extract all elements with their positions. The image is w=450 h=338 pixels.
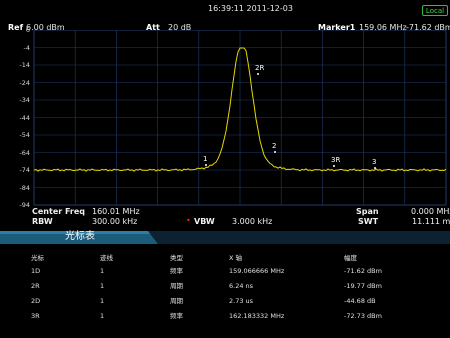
vbw-indicator-icon: • bbox=[186, 216, 191, 225]
table-cell: 3R bbox=[31, 312, 40, 320]
table-column-header: 幅度 bbox=[344, 254, 357, 262]
table-cell: 周期 bbox=[170, 297, 183, 305]
rbw-value[interactable]: 300.00 kHz bbox=[92, 217, 138, 226]
table-cell: -72.73 dBm bbox=[344, 312, 382, 320]
marker-label: Marker1 bbox=[318, 23, 356, 32]
center-freq-value[interactable]: 160.01 MHz bbox=[92, 207, 140, 216]
marker-freq: 159.06 MHz bbox=[359, 23, 407, 32]
y-tick-label: -64 bbox=[19, 148, 30, 157]
marker-point-2R bbox=[257, 73, 259, 75]
att-value: 20 dB bbox=[168, 23, 192, 32]
table-column-header: 迹线 bbox=[100, 254, 113, 262]
local-indicator[interactable]: Local bbox=[422, 5, 448, 16]
ref-label: Ref bbox=[8, 23, 24, 32]
marker-label-2R: 2R bbox=[255, 64, 264, 72]
table-cell: 1 bbox=[100, 282, 105, 290]
table-cell: 1D bbox=[31, 267, 41, 275]
markers: 1 2R 2 3R 3 bbox=[203, 64, 376, 169]
ref-value: 6.00 dBm bbox=[26, 23, 65, 32]
plot-grid bbox=[33, 30, 447, 206]
y-tick-label: -84 bbox=[19, 183, 30, 192]
table-cell: 1 bbox=[100, 312, 105, 320]
table-cell: -44.68 dB bbox=[344, 297, 376, 305]
table-cell: 2D bbox=[31, 297, 41, 305]
y-tick-label: -94 bbox=[19, 201, 30, 209]
table-column-header: X 轴 bbox=[229, 254, 243, 262]
marker-table bbox=[0, 244, 450, 338]
table-cell: 频率 bbox=[170, 267, 183, 275]
y-tick-label: 6 bbox=[25, 26, 30, 34]
center-freq-label: Center Freq bbox=[32, 207, 86, 216]
y-tick-label: -44 bbox=[19, 113, 30, 122]
vbw-value[interactable]: 3.000 kHz bbox=[232, 217, 273, 226]
att-label: Att bbox=[146, 23, 160, 32]
marker-label-2: 2 bbox=[272, 142, 276, 150]
trace-1 bbox=[33, 47, 447, 172]
table-cell: 159.066666 MHz bbox=[229, 267, 285, 275]
table-column-header: 光标 bbox=[31, 254, 44, 262]
marker-table-title: 光标表 bbox=[65, 231, 95, 242]
vbw-label: VBW bbox=[194, 217, 215, 226]
marker-table-tab[interactable] bbox=[0, 231, 160, 244]
table-cell: 2R bbox=[31, 282, 40, 290]
status-bar bbox=[0, 0, 450, 21]
table-cell: -19.77 dBm bbox=[344, 282, 382, 290]
table-cell: 频率 bbox=[170, 312, 183, 320]
table-cell: 1 bbox=[100, 297, 105, 305]
y-tick-label: -14 bbox=[19, 61, 30, 69]
y-tick-label: -54 bbox=[19, 131, 30, 139]
spectrum-plot[interactable]: 1 2R 2 3R 3 bbox=[0, 30, 450, 206]
marker-label-3: 3 bbox=[372, 158, 376, 166]
marker-level: -71.62 dBm bbox=[406, 23, 450, 32]
table-cell: 1 bbox=[100, 267, 105, 275]
rbw-label: RBW bbox=[32, 217, 53, 226]
span-value[interactable]: 0.000 MHz bbox=[411, 207, 450, 216]
table-cell: 6.24 ns bbox=[229, 282, 254, 290]
marker-point-3R bbox=[333, 165, 335, 167]
y-tick-label: -74 bbox=[19, 166, 30, 174]
y-tick-label: -34 bbox=[19, 96, 30, 104]
span-label: Span bbox=[356, 207, 379, 216]
datetime: 16:39:11 2011-12-03 bbox=[208, 4, 293, 13]
marker-label-3R: 3R bbox=[331, 156, 340, 164]
table-cell: 周期 bbox=[170, 282, 183, 290]
swt-value[interactable]: 11.111 ms bbox=[412, 217, 450, 226]
table-column-header: 类型 bbox=[170, 254, 183, 262]
y-tick-label: -24 bbox=[19, 78, 30, 87]
table-cell: -71.62 dBm bbox=[344, 267, 382, 275]
table-cell: 2.73 us bbox=[229, 297, 254, 305]
marker-point-1 bbox=[205, 164, 207, 166]
marker-point-3 bbox=[374, 167, 376, 169]
swt-label: SWT bbox=[358, 217, 379, 226]
marker-point-2 bbox=[274, 151, 276, 153]
y-tick-label: -4 bbox=[23, 43, 30, 52]
marker-label-1: 1 bbox=[203, 155, 207, 163]
table-cell: 162.183332 MHz bbox=[229, 312, 285, 320]
